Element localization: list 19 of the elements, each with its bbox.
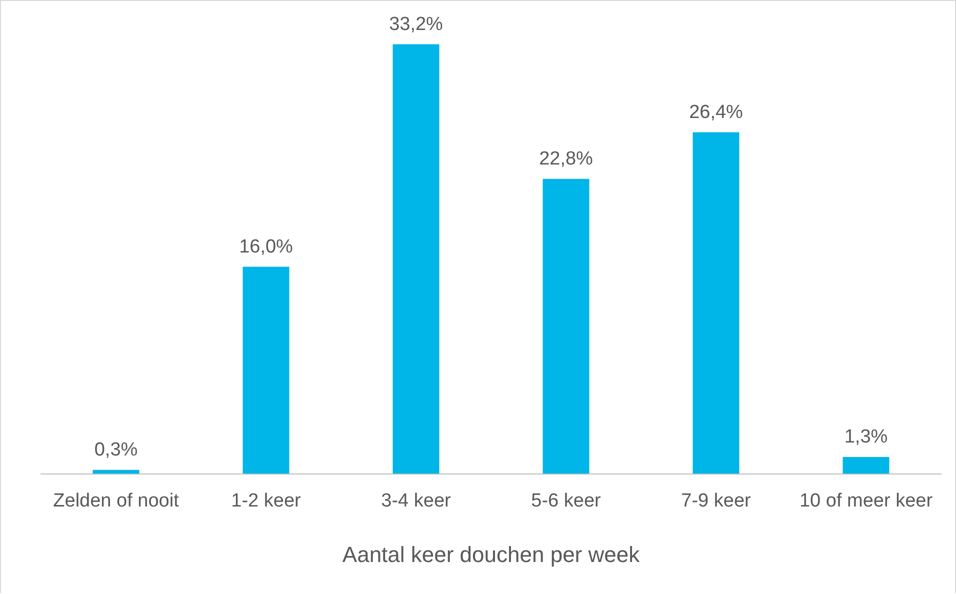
- bar: [542, 178, 590, 474]
- bar: [92, 470, 140, 474]
- data-label: 26,4%: [689, 102, 744, 123]
- x-tick-label: 7-9 keer: [681, 490, 752, 512]
- data-label: 22,8%: [539, 148, 594, 170]
- x-tick-label: 5-6 keer: [531, 490, 602, 512]
- data-label: 33,2%: [389, 14, 444, 36]
- x-tick-label: Zelden of nooit: [53, 490, 180, 512]
- data-label: 0,3%: [94, 440, 138, 461]
- x-tick-label: 3-4 keer: [381, 490, 452, 512]
- x-tick-label: 1-2 keer: [231, 490, 302, 512]
- x-axis-title: Aantal keer douchen per week: [342, 542, 641, 567]
- data-label: 16,0%: [239, 236, 294, 258]
- bar: [692, 132, 740, 474]
- x-tick-label: 10 of meer keer: [799, 490, 934, 512]
- bar: [392, 44, 440, 474]
- bar: [242, 266, 290, 474]
- data-label: 1,3%: [844, 426, 888, 448]
- bar: [842, 456, 890, 474]
